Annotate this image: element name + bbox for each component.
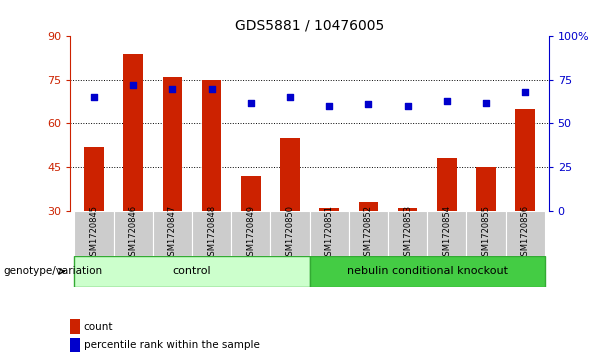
Bar: [70, 319, 80, 334]
Bar: [359, 202, 378, 211]
Text: GSM1720850: GSM1720850: [286, 205, 294, 261]
Text: nebulin conditional knockout: nebulin conditional knockout: [346, 266, 508, 276]
Point: [442, 98, 452, 104]
Bar: [123, 54, 143, 211]
Text: GSM1720845: GSM1720845: [89, 205, 99, 261]
Bar: [319, 208, 339, 211]
Text: GSM1720848: GSM1720848: [207, 205, 216, 261]
Bar: [388, 211, 427, 256]
Text: GSM1720852: GSM1720852: [364, 205, 373, 261]
Bar: [162, 77, 182, 211]
Title: GDS5881 / 10476005: GDS5881 / 10476005: [235, 19, 384, 32]
Text: GSM1720854: GSM1720854: [442, 205, 451, 261]
Point: [246, 99, 256, 105]
Text: percentile rank within the sample: percentile rank within the sample: [83, 340, 259, 350]
Point: [285, 94, 295, 100]
Point: [89, 94, 99, 100]
Bar: [202, 80, 221, 211]
Bar: [427, 211, 466, 256]
Point: [364, 101, 373, 107]
Bar: [241, 176, 261, 211]
Text: GSM1720847: GSM1720847: [168, 205, 177, 261]
Point: [481, 99, 491, 105]
Point: [403, 103, 413, 109]
Bar: [74, 211, 113, 256]
Bar: [398, 208, 417, 211]
Text: GSM1720856: GSM1720856: [520, 205, 530, 261]
Bar: [231, 211, 270, 256]
Text: GSM1720846: GSM1720846: [129, 205, 138, 261]
Bar: [113, 211, 153, 256]
Point: [520, 89, 530, 95]
Point: [324, 103, 334, 109]
Point: [167, 86, 177, 91]
Bar: [466, 211, 506, 256]
Text: GSM1720851: GSM1720851: [325, 205, 333, 261]
Bar: [506, 211, 545, 256]
Bar: [153, 211, 192, 256]
Text: GSM1720849: GSM1720849: [246, 205, 255, 261]
Point: [207, 86, 216, 91]
Text: GSM1720853: GSM1720853: [403, 205, 412, 261]
Bar: [310, 256, 545, 287]
Bar: [310, 211, 349, 256]
Point: [128, 82, 138, 88]
Bar: [70, 338, 80, 352]
Text: control: control: [173, 266, 211, 276]
Bar: [270, 211, 310, 256]
Text: count: count: [83, 322, 113, 332]
Bar: [349, 211, 388, 256]
Text: GSM1720855: GSM1720855: [481, 205, 490, 261]
Bar: [84, 147, 104, 211]
Bar: [280, 138, 300, 211]
Bar: [437, 158, 457, 211]
Bar: [476, 167, 496, 211]
Bar: [516, 109, 535, 211]
Bar: [74, 256, 310, 287]
Text: genotype/variation: genotype/variation: [3, 266, 102, 276]
Bar: [192, 211, 231, 256]
